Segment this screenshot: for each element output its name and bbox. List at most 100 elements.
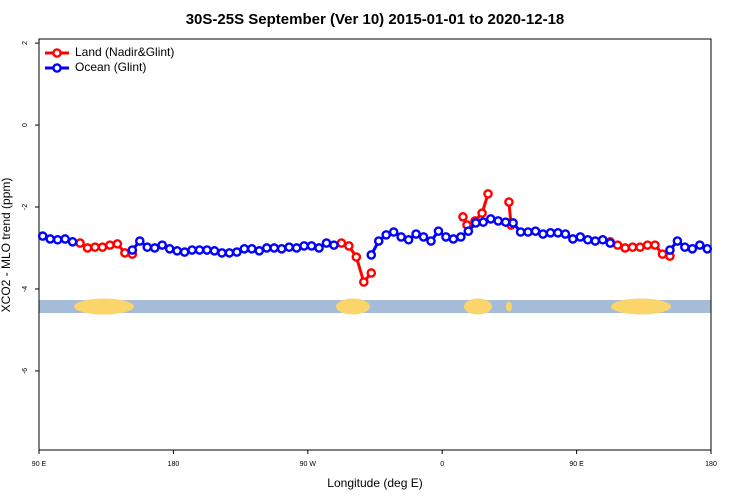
data-point xyxy=(351,252,362,262)
data-point xyxy=(695,240,705,250)
data-point xyxy=(553,228,563,238)
x-tick-label: 90 W xyxy=(300,461,317,468)
data-point xyxy=(620,243,630,253)
land-patch xyxy=(611,298,671,315)
chart-title: 30S-25S September (Ver 10) 2015-01-01 to… xyxy=(186,11,565,28)
data-point xyxy=(224,248,235,258)
data-point xyxy=(97,242,108,252)
data-point xyxy=(202,245,212,255)
data-point xyxy=(523,227,533,237)
data-point xyxy=(299,241,309,251)
data-point xyxy=(306,241,317,251)
legend-marker xyxy=(52,63,62,73)
data-point xyxy=(396,232,406,242)
data-point xyxy=(508,218,518,228)
data-point xyxy=(321,238,332,248)
data-point xyxy=(67,237,78,247)
data-point xyxy=(642,240,653,250)
data-point xyxy=(538,229,548,239)
legend-marker xyxy=(52,48,62,58)
data-point xyxy=(254,246,265,256)
data-point xyxy=(45,234,56,244)
data-point xyxy=(112,239,123,249)
data-point xyxy=(373,236,384,246)
data-point xyxy=(314,243,324,253)
data-point xyxy=(680,242,690,252)
data-point xyxy=(590,236,601,246)
data-point xyxy=(344,241,354,251)
data-point xyxy=(702,244,713,254)
data-point xyxy=(672,236,683,246)
data-point xyxy=(478,217,489,227)
data-point xyxy=(627,242,638,252)
data-point xyxy=(530,226,541,236)
data-point xyxy=(276,244,287,254)
data-point xyxy=(560,229,571,239)
data-point xyxy=(477,208,487,218)
data-point xyxy=(458,212,468,222)
data-point xyxy=(239,244,250,254)
data-point xyxy=(381,230,392,240)
data-point xyxy=(37,231,48,241)
y-tick-label: 0 xyxy=(22,123,29,127)
data-point xyxy=(411,229,421,239)
plot-frame xyxy=(38,38,712,451)
data-point xyxy=(261,243,272,253)
data-point xyxy=(597,234,608,245)
data-point xyxy=(134,236,145,246)
y-tick-label: -6 xyxy=(22,368,29,374)
data-point xyxy=(583,234,593,245)
data-point xyxy=(209,246,220,256)
data-point xyxy=(358,277,369,287)
data-point xyxy=(463,226,474,236)
data-point xyxy=(366,250,377,260)
legend-label: Ocean (Glint) xyxy=(75,60,146,74)
data-point xyxy=(568,234,578,244)
data-point xyxy=(149,243,160,253)
x-tick-label: 180 xyxy=(705,461,717,468)
data-point xyxy=(120,248,130,258)
data-point xyxy=(217,248,227,258)
data-point xyxy=(657,249,668,259)
data-point xyxy=(485,214,496,224)
data-point xyxy=(388,227,399,237)
data-point xyxy=(433,226,444,236)
land-patch xyxy=(506,301,512,312)
data-point xyxy=(291,243,302,253)
x-axis-label: Longitude (deg E) xyxy=(327,476,422,490)
land-patch xyxy=(336,298,370,315)
data-point xyxy=(612,240,623,250)
y-tick-label: 2 xyxy=(22,41,29,45)
data-point xyxy=(500,217,511,227)
data-point xyxy=(90,242,100,252)
data-point xyxy=(172,246,182,256)
data-point xyxy=(246,244,257,254)
data-point xyxy=(366,268,377,278)
y-tick-label: -2 xyxy=(22,204,29,210)
y-tick-label: -4 xyxy=(22,286,29,292)
data-point xyxy=(665,245,675,255)
ocean-band xyxy=(39,300,711,313)
x-tick-label: 0 xyxy=(440,461,444,468)
data-point xyxy=(470,218,481,228)
data-point xyxy=(650,240,660,250)
legend-label: Land (Nadir&Glint) xyxy=(75,45,174,59)
data-point xyxy=(157,240,167,250)
data-point xyxy=(329,240,339,250)
data-point xyxy=(515,227,526,237)
data-point xyxy=(418,232,429,242)
data-point xyxy=(52,234,63,245)
x-tick-label: 180 xyxy=(168,461,180,468)
data-point xyxy=(187,245,197,255)
data-point xyxy=(179,247,190,257)
data-point xyxy=(545,228,556,238)
data-point xyxy=(605,238,616,248)
data-point xyxy=(194,245,205,255)
data-point xyxy=(105,240,115,250)
data-point xyxy=(60,234,70,244)
data-point xyxy=(164,244,175,254)
data-point xyxy=(493,216,504,226)
data-point xyxy=(448,234,459,244)
y-axis-label: XCO2 - MLO trend (ppm) xyxy=(0,178,13,313)
